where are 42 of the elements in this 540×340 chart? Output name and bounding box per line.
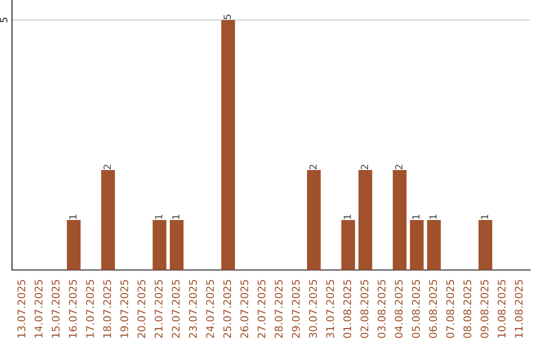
- x-tick-label: 19.07.2025: [120, 280, 128, 338]
- x-tick-label: 16.07.2025: [68, 280, 77, 338]
- x-tick-label: 23.07.2025: [188, 280, 197, 338]
- x-tick-label: 09.08.2025: [480, 280, 488, 338]
- x-tick-label: 08.08.2025: [463, 280, 472, 338]
- x-tick-label: 06.08.2025: [429, 280, 437, 338]
- x-tick-label: 21.07.2025: [154, 280, 163, 338]
- x-tick-label: 04.08.2025: [394, 280, 403, 338]
- x-tick-label: 30.07.2025: [309, 280, 317, 338]
- data-label: 2: [395, 164, 402, 170]
- x-tick-label: 01.08.2025: [343, 280, 352, 338]
- x-tick-label: 13.07.2025: [17, 280, 26, 338]
- x-tick-label: 10.08.2025: [498, 280, 506, 338]
- x-tick-label: 17.07.2025: [86, 280, 94, 338]
- x-tick-label: 31.07.2025: [326, 280, 334, 338]
- data-label: 5: [224, 14, 231, 20]
- x-tick-label: 27.07.2025: [258, 280, 266, 338]
- x-tick-label: 26.07.2025: [240, 280, 248, 338]
- x-tick-label: 05.08.2025: [412, 280, 420, 338]
- data-label: 2: [104, 164, 111, 170]
- data-label: 1: [172, 214, 180, 219]
- x-tick-label: 02.08.2025: [360, 280, 368, 338]
- data-label: 1: [481, 214, 488, 219]
- x-tick-label: 28.07.2025: [274, 280, 283, 338]
- data-label: 1: [344, 214, 351, 219]
- x-tick-label: 20.07.2025: [138, 280, 146, 338]
- x-tick-label: 15.07.2025: [52, 280, 60, 338]
- data-label: 2: [309, 164, 317, 170]
- x-tick-label: 07.08.2025: [446, 280, 454, 338]
- x-tick-label: 22.07.2025: [172, 280, 180, 338]
- data-label: 2: [360, 164, 368, 170]
- data-label: 1: [155, 214, 162, 219]
- x-tick-label: 25.07.2025: [223, 280, 232, 338]
- data-label: 1: [412, 214, 420, 219]
- x-tick-label: 18.07.2025: [103, 280, 112, 338]
- data-label: 1: [69, 214, 76, 219]
- data-label: 1: [430, 214, 437, 219]
- x-tick-label: 29.07.2025: [292, 280, 300, 338]
- x-tick-label: 14.07.2025: [34, 280, 42, 338]
- x-tick-label: 11.08.2025: [514, 280, 523, 338]
- x-tick-label: 03.08.2025: [378, 280, 386, 338]
- x-tick-label: 24.07.2025: [206, 280, 214, 338]
